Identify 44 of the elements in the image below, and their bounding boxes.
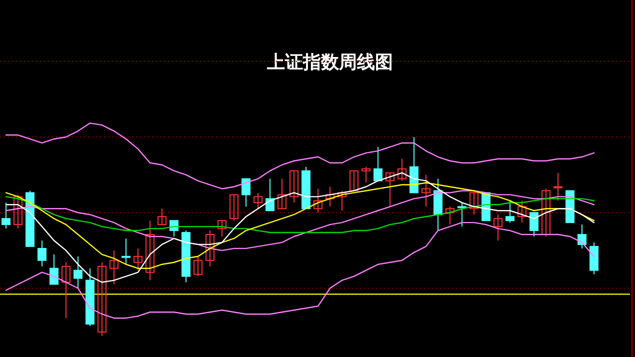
candlestick — [326, 186, 334, 208]
candlestick — [290, 170, 298, 204]
candlestick — [422, 174, 430, 208]
candlestick — [206, 230, 214, 267]
candlestick — [362, 166, 370, 184]
candlestick — [242, 178, 250, 208]
candlestick — [2, 202, 10, 230]
candlestick — [530, 212, 538, 237]
candlestick — [314, 188, 322, 214]
candlestick — [170, 220, 178, 237]
candlestick — [122, 238, 130, 265]
candlestick — [74, 256, 82, 289]
candlestick — [590, 242, 598, 275]
candlestick — [98, 262, 106, 336]
candlestick — [110, 250, 118, 285]
candlestick — [194, 256, 202, 277]
candlestick — [278, 178, 286, 210]
candlestick — [434, 178, 442, 232]
candlestick — [230, 194, 238, 222]
candlestick — [542, 188, 550, 237]
candlestick — [134, 248, 142, 271]
candlestick — [470, 190, 478, 216]
candlestick — [374, 146, 382, 182]
candlestick — [350, 170, 358, 192]
candlestick — [158, 208, 166, 226]
candlestick — [254, 192, 262, 210]
candlestick — [446, 206, 454, 226]
candlestick — [50, 254, 58, 285]
candlestick — [146, 220, 154, 281]
candlestick — [518, 200, 526, 224]
candlestick — [506, 200, 514, 224]
candlestick — [554, 172, 562, 202]
candlestick — [266, 178, 274, 212]
candlestick — [38, 240, 46, 267]
candlestick — [218, 220, 226, 237]
candlestick — [398, 158, 406, 182]
candlestick — [338, 190, 346, 212]
candlestick — [386, 172, 394, 208]
candlestick — [458, 202, 466, 228]
candlestick — [14, 194, 22, 230]
candlestick — [578, 224, 586, 249]
chart-title: 上证指数周线图 — [266, 52, 393, 73]
candlestick — [62, 262, 70, 319]
candlestick — [494, 214, 502, 241]
